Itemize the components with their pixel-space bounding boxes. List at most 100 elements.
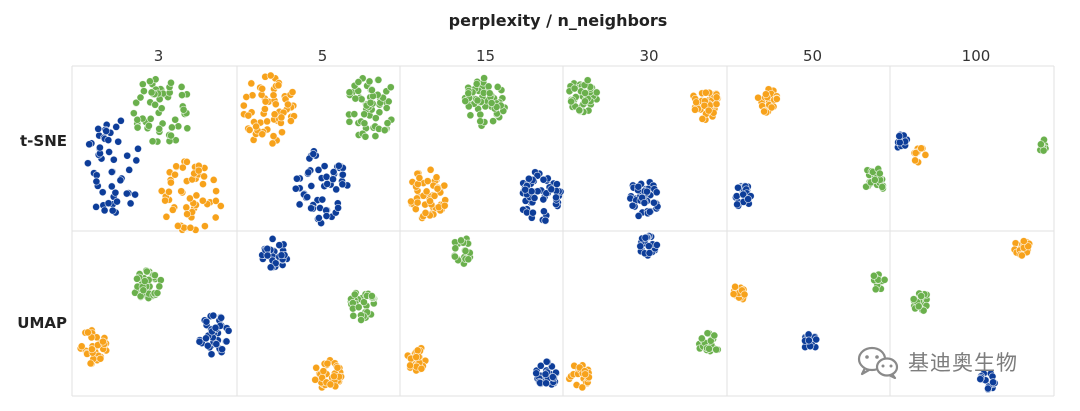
data-point (542, 379, 551, 388)
data-point (976, 375, 985, 384)
column-labels: 3 5 15 30 50 100 (154, 47, 991, 65)
data-point (461, 246, 470, 255)
data-point (157, 104, 166, 113)
column-label: 5 (318, 47, 328, 65)
cluster-blue (626, 178, 662, 220)
data-point (539, 195, 548, 204)
column-label: 30 (639, 47, 658, 65)
data-point (260, 105, 269, 114)
data-point (871, 285, 880, 294)
data-point (224, 326, 233, 335)
data-point (330, 372, 338, 381)
data-point (311, 375, 320, 384)
cluster-green (345, 74, 396, 141)
data-point (464, 89, 473, 98)
data-point (645, 249, 654, 257)
data-point (451, 244, 460, 253)
data-point (712, 345, 721, 354)
cluster-blue (519, 168, 565, 225)
data-point (1036, 140, 1045, 149)
data-point (309, 150, 318, 158)
data-point (547, 185, 556, 194)
data-point (729, 290, 738, 299)
data-point (288, 88, 297, 97)
data-point (132, 156, 141, 165)
data-point (552, 180, 561, 189)
data-point (989, 378, 998, 387)
data-point (426, 197, 434, 206)
cluster-blue (532, 357, 561, 389)
data-point (133, 274, 141, 283)
data-point (334, 161, 343, 170)
data-point (581, 89, 590, 97)
data-point (222, 337, 231, 346)
data-point (171, 115, 180, 124)
data-point (195, 337, 204, 346)
data-point (319, 367, 328, 376)
data-point (242, 93, 251, 101)
data-point (366, 98, 375, 107)
cluster-orange (729, 282, 749, 304)
data-point (744, 195, 753, 204)
data-point (487, 99, 496, 107)
data-point (911, 156, 920, 165)
data-point (413, 346, 422, 355)
data-point (211, 213, 220, 222)
data-point (139, 87, 148, 96)
data-point (139, 286, 148, 295)
data-point (878, 182, 887, 191)
data-point (712, 100, 721, 109)
cluster-blue (195, 311, 233, 359)
data-point (530, 194, 539, 202)
data-point (919, 306, 928, 315)
data-point (710, 331, 719, 340)
data-point (283, 100, 292, 109)
data-point (539, 175, 548, 184)
data-point (921, 150, 930, 159)
column-label: 15 (476, 47, 495, 65)
data-point (567, 97, 576, 106)
data-point (332, 185, 341, 194)
data-point (641, 233, 650, 242)
data-point (875, 169, 884, 178)
data-point (162, 212, 171, 221)
cluster-green (869, 270, 889, 294)
data-point (322, 172, 331, 181)
data-point (212, 187, 221, 196)
data-point (133, 123, 142, 132)
data-point (263, 117, 272, 126)
cluster-green (565, 76, 601, 116)
cluster-orange (157, 157, 225, 234)
data-point (303, 193, 312, 202)
data-point (692, 98, 701, 107)
data-point (575, 106, 584, 115)
data-point (578, 383, 587, 392)
data-point (96, 354, 105, 363)
data-point (94, 124, 103, 133)
data-point (244, 111, 253, 120)
data-point (570, 84, 579, 93)
data-point (146, 114, 155, 123)
data-point (367, 86, 376, 95)
data-point (199, 180, 207, 189)
data-point (731, 282, 740, 291)
data-point (374, 75, 383, 84)
cluster-green (1036, 135, 1050, 155)
data-point (880, 275, 889, 284)
data-point (383, 119, 392, 128)
data-point (178, 91, 186, 100)
data-point (485, 89, 494, 98)
panel-grid (71, 65, 1055, 397)
data-point (360, 110, 369, 119)
data-point (269, 132, 278, 141)
data-point (360, 119, 369, 128)
data-point (542, 357, 551, 366)
data-point (202, 334, 210, 343)
data-point (109, 155, 118, 164)
data-point (136, 93, 145, 102)
data-point (85, 140, 94, 149)
data-point (433, 184, 442, 193)
data-point (291, 184, 300, 193)
data-point (202, 317, 211, 326)
data-point (375, 108, 384, 117)
